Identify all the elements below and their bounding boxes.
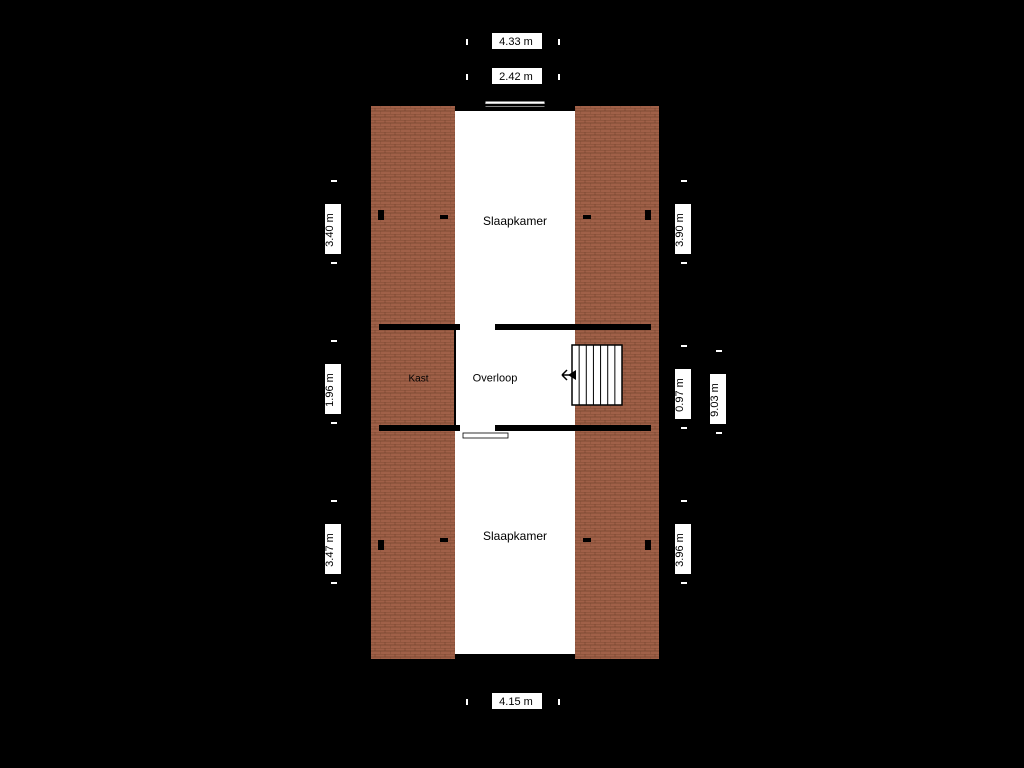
room-overloop — [455, 330, 575, 425]
svg-text:1.96 m: 1.96 m — [324, 373, 336, 407]
svg-text:9.03 m: 9.03 m — [709, 383, 721, 417]
svg-text:0.97 m: 0.97 m — [674, 378, 686, 412]
room-top-bedroom — [455, 115, 575, 330]
svg-text:4.33 m: 4.33 m — [499, 36, 533, 48]
svg-text:3.40 m: 3.40 m — [324, 213, 336, 247]
room-kast — [382, 330, 455, 425]
stairs-icon — [572, 345, 622, 405]
room-bottom-bedroom — [455, 425, 575, 655]
svg-text:2.42 m: 2.42 m — [499, 71, 533, 83]
svg-text:4.15 m: 4.15 m — [499, 696, 533, 708]
svg-text:3.96 m: 3.96 m — [674, 533, 686, 567]
svg-text:3.47 m: 3.47 m — [324, 533, 336, 567]
svg-text:3.90 m: 3.90 m — [674, 213, 686, 247]
